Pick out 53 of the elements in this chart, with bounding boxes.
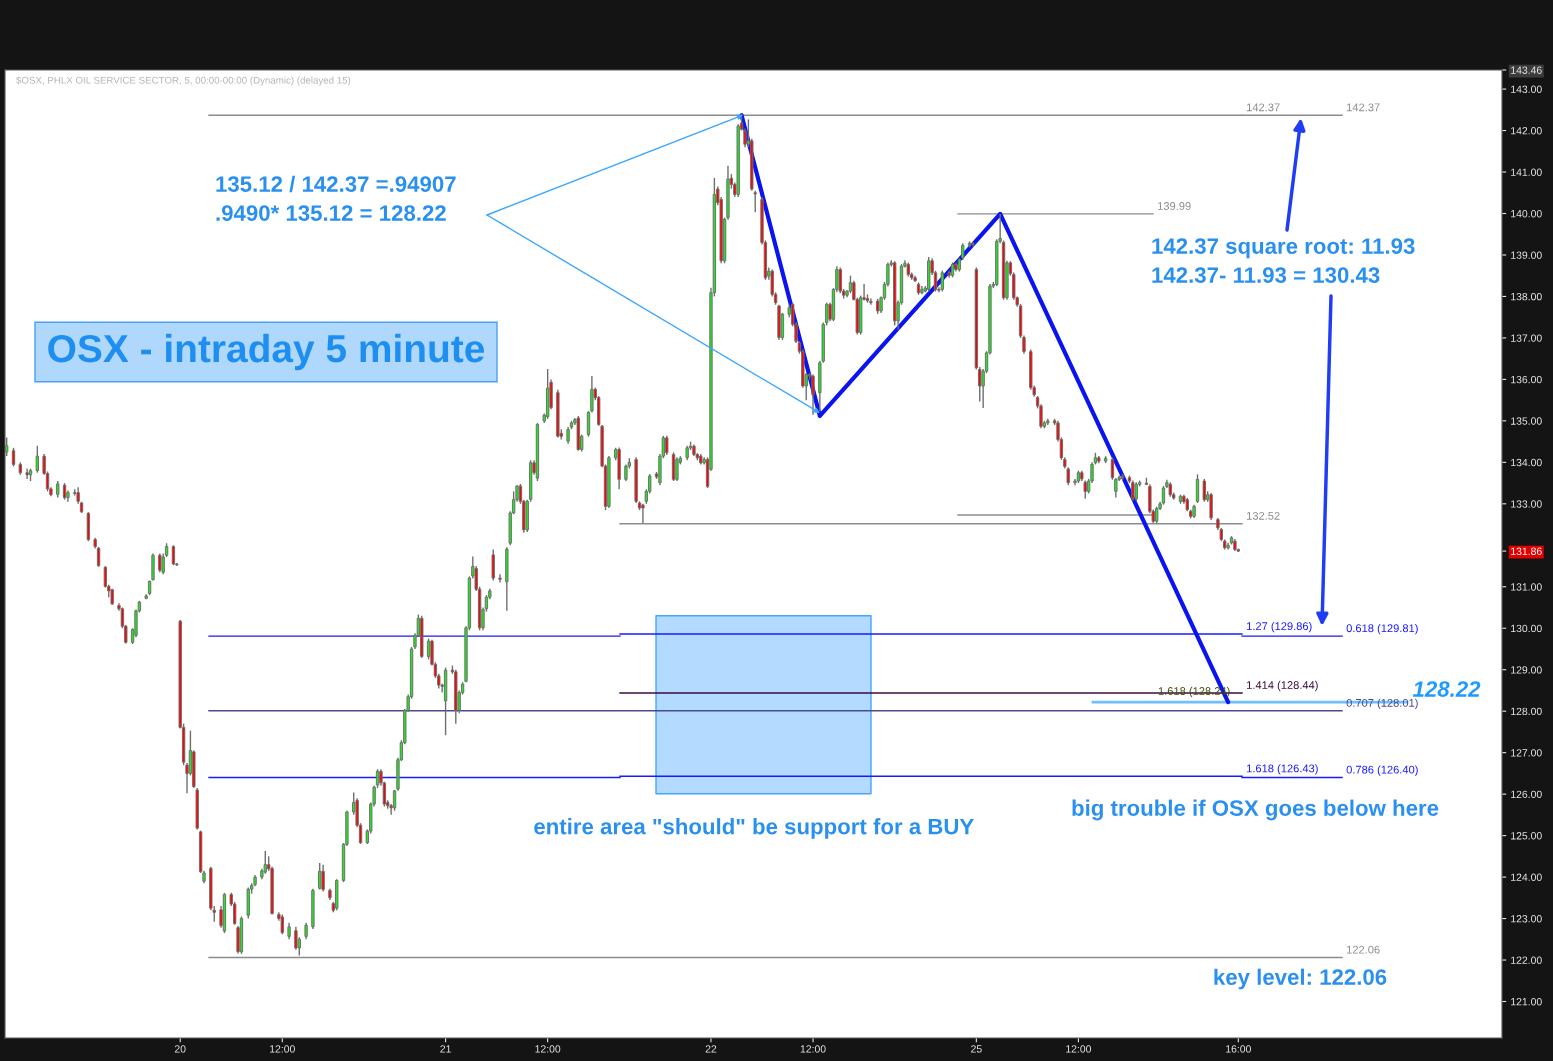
x-tick-label: 21: [440, 1045, 451, 1053]
ref-line-label: 142.37: [1347, 103, 1380, 112]
y-tick-label: 139.00: [1511, 251, 1542, 259]
y-tick-label: 136.00: [1511, 375, 1542, 384]
y-tick-label: 121.00: [1511, 998, 1542, 1006]
y-tick-label: 131.00: [1511, 583, 1542, 591]
annotation: .9490* 135.12 = 128.22: [216, 205, 446, 221]
ref-line-label: 128.22: [1412, 681, 1481, 697]
annotation: 135.12 / 142.37 =.94907: [216, 175, 456, 193]
x-tick-label: 12:00: [1066, 1045, 1092, 1053]
annotation: big trouble if OSX goes below here: [1072, 799, 1439, 821]
y-tick-label: 127.00: [1511, 749, 1542, 757]
ref-line-label: 142.37: [1247, 103, 1280, 112]
x-tick-label: 16:00: [1226, 1045, 1251, 1053]
ref-line-label: 0.786 (126.40): [1346, 765, 1418, 776]
y-tick-label: 130.00: [1511, 624, 1542, 633]
text: OSX - intraday 5 minute: [48, 333, 485, 371]
y-tick-label: 141.00: [1511, 168, 1542, 176]
y-tick-label: 134.00: [1511, 458, 1542, 467]
y-tick-label: 143.46: [1511, 66, 1542, 74]
x-tick-label: 22: [705, 1045, 717, 1053]
y-tick-label: 137.00: [1511, 334, 1542, 342]
y-tick-label: 133.00: [1511, 500, 1542, 508]
text: $OSX, PHLX OIL SERVICE SECTOR, 5, 00:00-00:00 (Dynamic) (delayed 15): [16, 76, 351, 86]
y-tick-label: 129.00: [1511, 666, 1542, 674]
y-tick-label: 123.00: [1511, 915, 1542, 923]
y-tick-label: 128.00: [1511, 707, 1542, 716]
annotation: key level: 122.06: [1214, 968, 1387, 990]
y-tick-label: 138.00: [1511, 292, 1542, 301]
x-tick-label: 12:00: [270, 1045, 295, 1053]
y-tick-label: 142.00: [1511, 127, 1542, 135]
ref-line-label: 132.52: [1247, 511, 1280, 520]
annotation: 142.37 square root: 11.93: [1152, 238, 1415, 259]
x-tick-label: 12:00: [800, 1045, 826, 1053]
y-tick-label: 124.00: [1511, 873, 1542, 881]
y-tick-label: 135.00: [1511, 417, 1542, 425]
annotation: 142.37- 11.93 = 130.43: [1152, 267, 1380, 283]
ref-line-label: 1.414 (128.44): [1247, 680, 1318, 692]
y-tick-label: 143.00: [1511, 85, 1542, 93]
y-tick-label: 126.00: [1511, 790, 1542, 799]
x-tick-label: 12:00: [535, 1045, 561, 1053]
ref-line-label: 1.27 (129.86): [1247, 621, 1312, 633]
y-tick-label: 140.00: [1511, 210, 1542, 218]
y-tick-label: 125.00: [1511, 832, 1542, 840]
y-tick-label: 122.00: [1511, 956, 1542, 964]
x-tick-label: 20: [174, 1045, 186, 1053]
ref-line-label: 139.99: [1158, 202, 1191, 210]
x-tick-label: 25: [971, 1045, 982, 1053]
y-tick-label: 131.86: [1511, 547, 1542, 555]
band-label: entire area "should" be support for a BUY: [534, 818, 974, 839]
ref-line-label: 122.06: [1347, 945, 1380, 954]
ref-line-label: 0.618 (129.81): [1346, 623, 1418, 635]
ref-line-label: 1.618 (126.43): [1247, 764, 1318, 775]
